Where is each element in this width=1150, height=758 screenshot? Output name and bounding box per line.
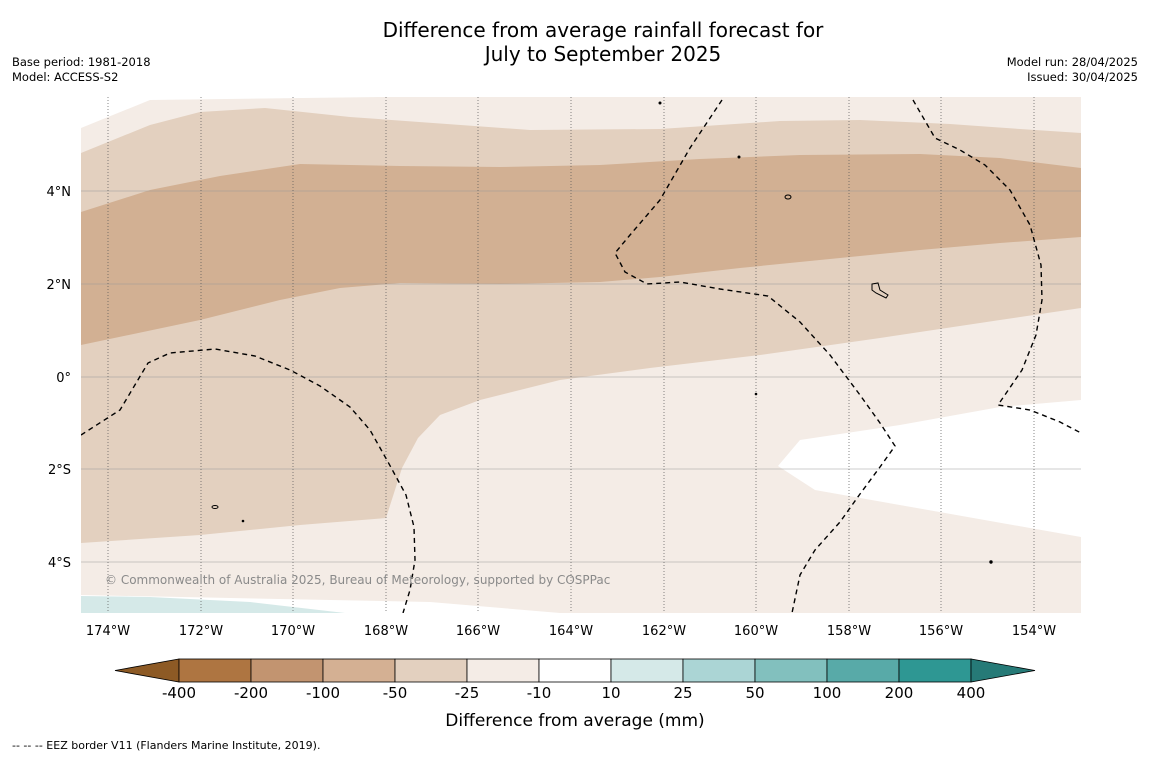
lon-label: 168°W (364, 624, 408, 639)
lat-label: 4°S (48, 556, 71, 571)
eez-border-west (81, 348, 416, 613)
colorbar-tick: -400 (162, 684, 196, 702)
island-dot (754, 392, 758, 396)
colorbar-extend-low (114, 658, 180, 683)
lon-label: 156°W (919, 624, 963, 639)
eez-legend-note: -- -- -- EEZ border V11 (Flanders Marine… (12, 739, 321, 752)
lat-labels: 4°N 2°N 0° 2°S 4°S (47, 185, 72, 571)
island-dot (989, 560, 993, 564)
lon-label: 172°W (179, 624, 223, 639)
copyright-notice: © Commonwealth of Australia 2025, Bureau… (105, 573, 610, 587)
lon-label: 166°W (456, 624, 500, 639)
colorbar-tick: -200 (234, 684, 268, 702)
colorbar-segment (538, 658, 612, 683)
colorbar-segment (898, 658, 972, 683)
island-outline (784, 194, 792, 200)
eez-borders (81, 99, 1081, 613)
colorbar-tick: 25 (673, 684, 692, 702)
model-run: Model run: 28/04/2025 (1006, 55, 1138, 69)
model-name: Model: ACCESS-S2 (12, 70, 119, 84)
colorbar-tick: 200 (885, 684, 914, 702)
colorbar-tick: 400 (957, 684, 986, 702)
grid-longitude (107, 97, 1035, 613)
lon-label: 158°W (827, 624, 871, 639)
lon-labels: 174°W 172°W 170°W 168°W 166°W 164°W 162°… (86, 624, 1056, 639)
colorbar-tick: 10 (601, 684, 620, 702)
region-plus10-plus25 (81, 596, 345, 613)
meta-right: Model run: 28/04/2025 Issued: 30/04/2025 (1007, 55, 1138, 85)
colorbar-segments (114, 658, 1036, 683)
colorbar-segment (466, 658, 540, 683)
islands (211, 101, 993, 564)
colorbar-tick: 100 (813, 684, 842, 702)
colorbar-ticks: -400 -200 -100 -50 -25 -10 10 25 50 100 … (162, 684, 985, 702)
colorbar-tick: -50 (383, 684, 408, 702)
colorbar-tick: -10 (527, 684, 552, 702)
colorbar-label: Difference from average (mm) (445, 711, 704, 731)
colorbar-tick: -100 (306, 684, 340, 702)
issued-date: Issued: 30/04/2025 (1027, 70, 1138, 84)
lon-label: 162°W (642, 624, 686, 639)
colorbar-extend-high (970, 658, 1036, 683)
colorbar-segment (322, 658, 396, 683)
title-line-1: Difference from average rainfall forecas… (382, 18, 824, 42)
meta-left: Base period: 1981-2018 Model: ACCESS-S2 (12, 55, 151, 85)
lat-label: 2°N (47, 278, 72, 293)
colorbar-segment (826, 658, 900, 683)
lat-label: 4°N (47, 185, 72, 200)
lon-label: 160°W (734, 624, 778, 639)
colorbar-segment (394, 658, 468, 683)
colorbar-tick: 50 (745, 684, 764, 702)
colorbar-segment (682, 658, 756, 683)
lon-label: 174°W (86, 624, 130, 639)
island-outline (211, 505, 219, 509)
colorbar-segment (250, 658, 324, 683)
eez-border-central (614, 99, 896, 613)
colorbar-segment (178, 658, 252, 683)
island-dot (658, 101, 662, 105)
lat-label: 2°S (48, 463, 71, 478)
colorbar-segment (754, 658, 828, 683)
island-outline (871, 282, 889, 299)
base-period: Base period: 1981-2018 (12, 55, 151, 69)
lon-label: 154°W (1012, 624, 1056, 639)
island-dot (241, 519, 245, 523)
lon-label: 170°W (271, 624, 315, 639)
island-dot (737, 155, 741, 159)
chart-title: Difference from average rainfall forecas… (0, 18, 1150, 66)
region-minus100-minus50 (81, 154, 1081, 345)
lat-label: 0° (56, 371, 71, 386)
grid-latitude (81, 190, 1081, 563)
eez-border-east (912, 99, 1081, 434)
colorbar-tick: -25 (455, 684, 480, 702)
title-line-2: July to September 2025 (484, 42, 722, 66)
map-plot-area (81, 97, 1081, 613)
lon-label: 164°W (549, 624, 593, 639)
colorbar-segment (610, 658, 684, 683)
